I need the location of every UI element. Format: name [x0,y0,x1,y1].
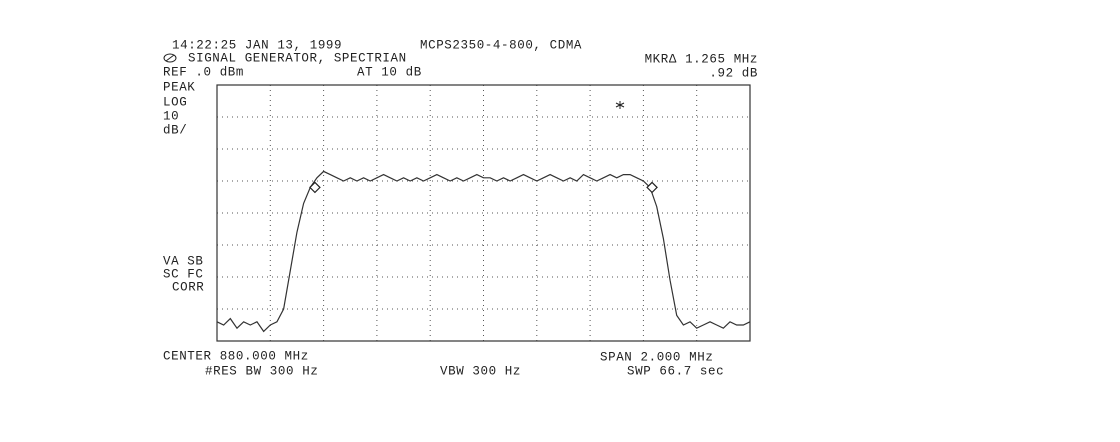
marker-diamond [309,181,321,194]
asterisk [615,101,625,109]
marker-diamond [646,181,658,194]
detector: LOG [163,95,187,109]
detector: 10 [163,109,179,123]
span: SPAN 2.000 MHz [600,350,713,364]
vbw: VBW 300 Hz [440,364,521,378]
ref-level: REF .0 dBm [163,65,244,79]
hp-logo [163,53,177,63]
sweep: SWP 66.7 sec [627,364,724,378]
trace [216,170,751,333]
status: VA SB [163,254,204,268]
timestamp: 14:22:25 JAN 13, 1999 [172,38,342,52]
plot-border [216,84,751,342]
status: SC FC [163,267,204,281]
detector: dB/ [163,123,187,137]
marker-value: .92 dB [709,66,758,80]
center: CENTER 880.000 MHz [163,349,309,363]
rbw: #RES BW 300 Hz [205,364,318,378]
title: MCPS2350-4-800, CDMA [420,38,582,52]
marker-label: MKRΔ 1.265 MHz [645,52,758,66]
subtitle: SIGNAL GENERATOR, SPECTRIAN [188,51,407,65]
attenuation: AT 10 dB [357,65,422,79]
status: CORR [172,280,204,294]
detector: PEAK [163,80,195,94]
